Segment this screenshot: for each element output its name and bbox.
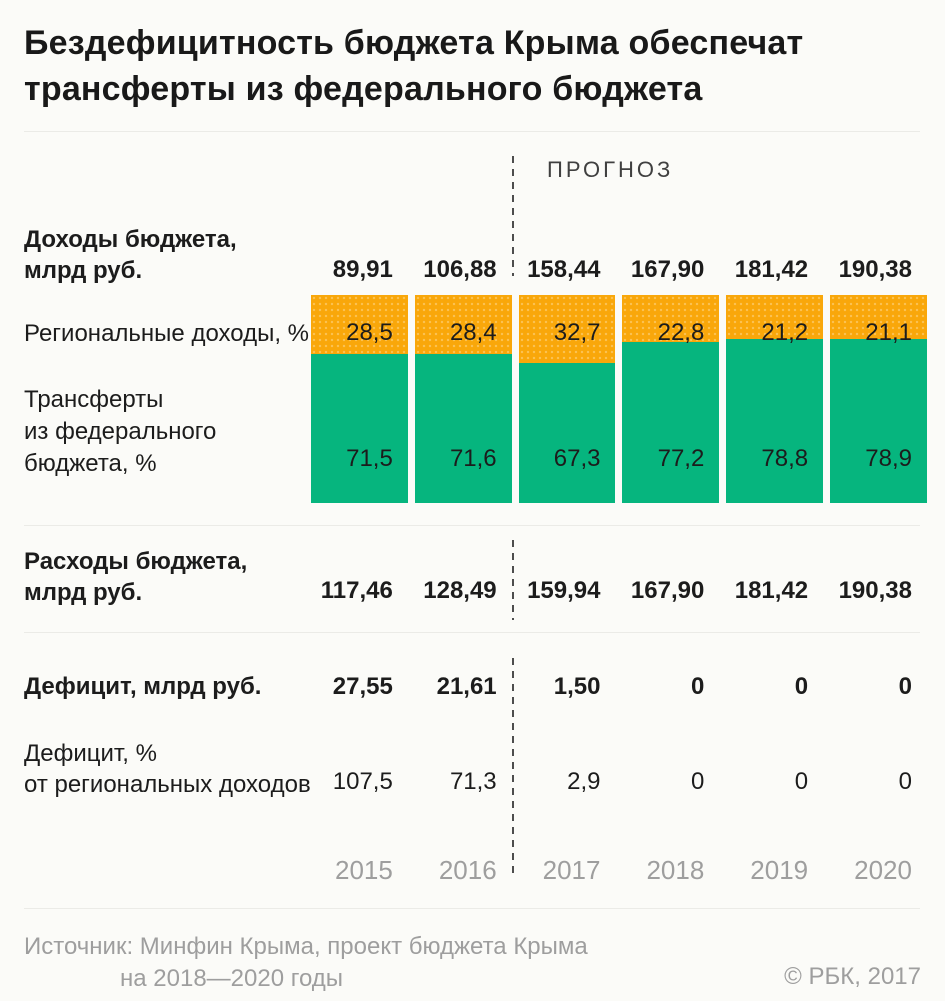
forecast-dashed-line-bottom bbox=[512, 658, 514, 874]
deficit-value: 0 bbox=[690, 673, 705, 700]
deficit-percent-value: 107,5 bbox=[332, 768, 393, 795]
income-values-row: 89,91 106,88 158,44 167,90 181,42 190,38 bbox=[311, 256, 927, 284]
transfers-label-line2: из федерального bbox=[24, 418, 217, 445]
income-value: 181,42 bbox=[734, 256, 809, 283]
deficit-percent-value: 71,3 bbox=[449, 768, 497, 795]
deficit-value: 27,55 bbox=[332, 673, 393, 700]
bar-2019: 21,2 78,8 bbox=[726, 295, 824, 503]
page-title: Бездефицитность бюджета Крыма обеспечат … bbox=[24, 24, 804, 108]
income-value: 167,90 bbox=[630, 256, 705, 283]
deficit-value: 0 bbox=[794, 673, 809, 700]
bar-2017: 32,7 67,3 bbox=[518, 295, 616, 503]
federal-transfers-segment bbox=[518, 363, 616, 503]
deficit-percent-value: 0 bbox=[690, 768, 705, 795]
deficit-value: 0 bbox=[898, 673, 912, 700]
income-value: 89,91 bbox=[332, 256, 393, 283]
income-label-line2: млрд руб. bbox=[24, 257, 143, 284]
regional-income-segment bbox=[622, 295, 720, 343]
divider-above-source bbox=[24, 908, 920, 909]
federal-transfers-segment bbox=[311, 354, 408, 503]
expenses-value: 167,90 bbox=[630, 577, 705, 604]
federal-transfers-segment bbox=[830, 338, 927, 503]
regional-income-value: 21,1 bbox=[865, 319, 912, 346]
copyright-label: © РБК, 2017 bbox=[784, 963, 921, 990]
source-line2: на 2018—2020 годы bbox=[120, 965, 344, 992]
federal-transfers-value: 78,8 bbox=[761, 445, 809, 472]
bar-2020: 21,1 78,9 bbox=[830, 295, 927, 503]
regional-income-value: 22,8 bbox=[657, 319, 705, 346]
expenses-label-line2: млрд руб. bbox=[24, 579, 143, 606]
year-axis-row: 2015 2016 2017 2018 2019 2020 bbox=[311, 855, 927, 886]
federal-transfers-value: 78,9 bbox=[865, 445, 912, 472]
regional-income-segment bbox=[414, 295, 512, 355]
federal-transfers-value: 77,2 bbox=[657, 445, 705, 472]
forecast-dashed-line-middle bbox=[512, 540, 514, 620]
year-tick: 2018 bbox=[646, 855, 705, 885]
income-label-line1: Доходы бюджета, bbox=[24, 226, 237, 253]
year-tick: 2017 bbox=[542, 855, 601, 885]
expenses-label-line1: Расходы бюджета, bbox=[24, 548, 248, 575]
federal-transfers-value: 67,3 bbox=[553, 445, 601, 472]
federal-transfers-value: 71,5 bbox=[346, 445, 393, 472]
income-row-label: Доходы бюджета, млрд руб. bbox=[24, 224, 237, 286]
regional-income-value: 28,5 bbox=[346, 319, 393, 346]
divider-under-title bbox=[24, 131, 920, 132]
deficit-row-label: Дефицит, млрд руб. bbox=[24, 673, 262, 700]
expenses-value: 159,94 bbox=[527, 577, 601, 604]
forecast-dashed-line-top bbox=[512, 156, 514, 276]
forecast-label: ПРОГНОЗ bbox=[547, 157, 674, 182]
year-tick: 2015 bbox=[334, 855, 393, 885]
bar-2015: 28,5 71,5 bbox=[311, 295, 408, 503]
stacked-bar-chart: 28,5 71,5 28,4 71,6 32,7 67,3 22,8 77,2 … bbox=[311, 295, 927, 503]
deficit-values-row: 27,55 21,61 1,50 0 0 0 bbox=[311, 673, 927, 701]
deficit-value: 1,50 bbox=[553, 673, 601, 700]
income-value: 190,38 bbox=[838, 256, 912, 283]
federal-transfers-row-label: Трансферты из федерального бюджета, % bbox=[24, 384, 216, 480]
deficit-value: 21,61 bbox=[436, 673, 497, 700]
transfers-label-line3: бюджета, % bbox=[24, 450, 157, 477]
regional-income-value: 32,7 bbox=[553, 319, 601, 346]
expenses-value: 181,42 bbox=[734, 577, 809, 604]
regional-income-segment bbox=[830, 295, 927, 339]
deficit-percent-values-row: 107,5 71,3 2,9 0 0 0 bbox=[311, 768, 927, 796]
bar-2016: 28,4 71,6 bbox=[414, 295, 512, 503]
expenses-value: 128,49 bbox=[423, 577, 497, 604]
transfers-label-line1: Трансферты bbox=[24, 386, 164, 413]
expenses-value: 190,38 bbox=[838, 577, 912, 604]
deficit-percent-label-line1: Дефицит, % bbox=[24, 740, 157, 767]
federal-transfers-value: 71,6 bbox=[449, 445, 497, 472]
expenses-row-label: Расходы бюджета, млрд руб. bbox=[24, 546, 247, 608]
federal-transfers-segment bbox=[726, 339, 824, 503]
federal-transfers-segment bbox=[622, 342, 720, 503]
income-value: 158,44 bbox=[527, 256, 601, 283]
regional-income-value: 21,2 bbox=[761, 319, 809, 346]
income-value: 106,88 bbox=[423, 256, 497, 283]
deficit-percent-row-label: Дефицит, % от региональных доходов bbox=[24, 738, 311, 800]
regional-income-segment bbox=[726, 295, 824, 340]
deficit-percent-value: 2,9 bbox=[567, 768, 601, 795]
year-tick: 2020 bbox=[854, 855, 912, 885]
regional-income-segment bbox=[311, 295, 408, 355]
source-line1: Источник: Минфин Крыма, проект бюджета К… bbox=[24, 933, 588, 960]
expenses-values-row: 117,46 128,49 159,94 167,90 181,42 190,3… bbox=[311, 577, 927, 605]
bar-2018: 22,8 77,2 bbox=[622, 295, 720, 503]
deficit-percent-value: 0 bbox=[898, 768, 912, 795]
year-tick: 2016 bbox=[438, 855, 497, 885]
divider-above-deficit bbox=[24, 632, 920, 633]
deficit-percent-value: 0 bbox=[794, 768, 809, 795]
expenses-value: 117,46 bbox=[320, 577, 393, 604]
regional-income-row-label: Региональные доходы, % bbox=[24, 320, 309, 347]
federal-transfers-segment bbox=[414, 354, 512, 503]
regional-income-segment bbox=[518, 295, 616, 364]
regional-income-value: 28,4 bbox=[449, 319, 497, 346]
divider-above-expenses bbox=[24, 525, 920, 526]
year-tick: 2019 bbox=[750, 855, 809, 885]
deficit-percent-label-line2: от региональных доходов bbox=[24, 771, 311, 798]
